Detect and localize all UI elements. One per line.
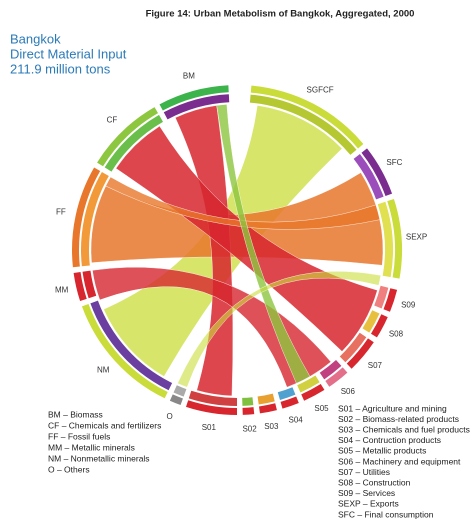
segment-label: MM: [55, 286, 69, 295]
legend-item: S06 – Machinery and equipment: [338, 456, 461, 466]
segment-arc: [188, 390, 237, 406]
segment-arc: [159, 85, 229, 111]
segment-arc: [249, 94, 357, 155]
segment-arc: [163, 94, 230, 120]
segment-arc: [383, 288, 398, 312]
legend-item: S07 – Utilities: [338, 467, 390, 477]
segment-arc: [374, 285, 389, 309]
segment-arc: [370, 314, 388, 338]
chord: [177, 271, 382, 388]
segment-label: S06: [341, 387, 356, 396]
segment-arc: [346, 338, 374, 369]
segment-label: S03: [264, 422, 279, 431]
legend-item: S09 – Services: [338, 488, 395, 498]
segment-arc: [377, 201, 393, 278]
segment-arc: [90, 300, 173, 391]
segment-arc: [280, 396, 299, 409]
segment-arc: [325, 367, 348, 387]
legend-item: SFC – Final consumption: [338, 509, 434, 519]
segment-label: S07: [368, 361, 383, 370]
total: 211.9 million tons: [10, 61, 111, 76]
segment-label: S04: [288, 415, 303, 424]
segment-arc: [169, 394, 183, 406]
legend-item: S01 – Agriculture and mining: [338, 403, 447, 413]
segment-arc: [242, 407, 255, 415]
segment-label: CF: [107, 116, 118, 125]
segment-label: S05: [314, 404, 329, 413]
segment-arc: [277, 387, 296, 400]
rings: SGFCF SFC SEXP S09 S08 S07 S06 S05 S04 S03 S02 S01 O…: [55, 72, 427, 434]
segment-arc: [257, 393, 275, 405]
chord: [105, 176, 381, 230]
segment-label: SGFCF: [307, 85, 334, 94]
segment-arc: [297, 375, 320, 393]
segment-arc: [186, 400, 237, 415]
legend-item: S03 – Chemicals and fuel products: [338, 424, 470, 434]
chords: [90, 104, 384, 397]
segment-arc: [319, 359, 342, 380]
segment-arc: [97, 107, 158, 167]
legend-item: SGFCF – Gross fixed capital formation: [338, 520, 474, 521]
legend-item: CF – Chemicals and fertilizers: [48, 420, 161, 430]
segment-arc: [301, 383, 325, 401]
chord: [216, 104, 311, 384]
title: Figure 14: Urban Metabolism of Bangkok, …: [146, 9, 415, 20]
segment-label: S08: [389, 330, 404, 339]
legend-item: SEXP – Exports: [338, 499, 399, 509]
legend-item: O – Others: [48, 464, 90, 474]
segment-arc: [82, 270, 97, 299]
legend-item: S05 – Metallic products: [338, 446, 426, 456]
legend-item: FF – Fossil fuels: [48, 431, 110, 441]
segment-label: O: [166, 412, 172, 421]
legend-item: MM – Metallic minerals: [48, 442, 135, 452]
segment-label: S09: [401, 301, 416, 310]
segment-label: BM: [183, 72, 195, 81]
segment-label: SFC: [386, 158, 402, 167]
measure: Direct Material Input: [10, 46, 127, 61]
legend-item: BM – Biomass: [48, 409, 103, 419]
segment-label: S02: [242, 425, 257, 434]
segment-arc: [258, 403, 277, 414]
segment-arc: [81, 304, 168, 399]
legend-item: S08 – Construction: [338, 477, 411, 487]
segment-arc: [104, 114, 163, 172]
segment-arc: [250, 85, 364, 149]
segment-arc: [173, 385, 187, 397]
segment-arc: [362, 310, 380, 333]
segment-arc: [353, 153, 384, 200]
segment-label: NM: [97, 366, 110, 375]
legend-item: NM – Nonmetallic minerals: [48, 453, 150, 463]
city: Bangkok: [10, 31, 61, 46]
segment-arc: [73, 271, 87, 301]
segment-label: FF: [56, 208, 66, 217]
segment-arc: [81, 172, 109, 267]
segment-arc: [72, 167, 101, 268]
legend-item: S04 – Contruction products: [338, 435, 441, 445]
legend-item: S02 – Biomass-related products: [338, 414, 459, 424]
segment-arc: [387, 199, 402, 279]
segment-arc: [361, 148, 393, 196]
segment-label: S01: [202, 423, 217, 432]
segment-arc: [242, 397, 254, 406]
segment-arc: [339, 332, 367, 363]
segment-label: SEXP: [406, 233, 427, 242]
